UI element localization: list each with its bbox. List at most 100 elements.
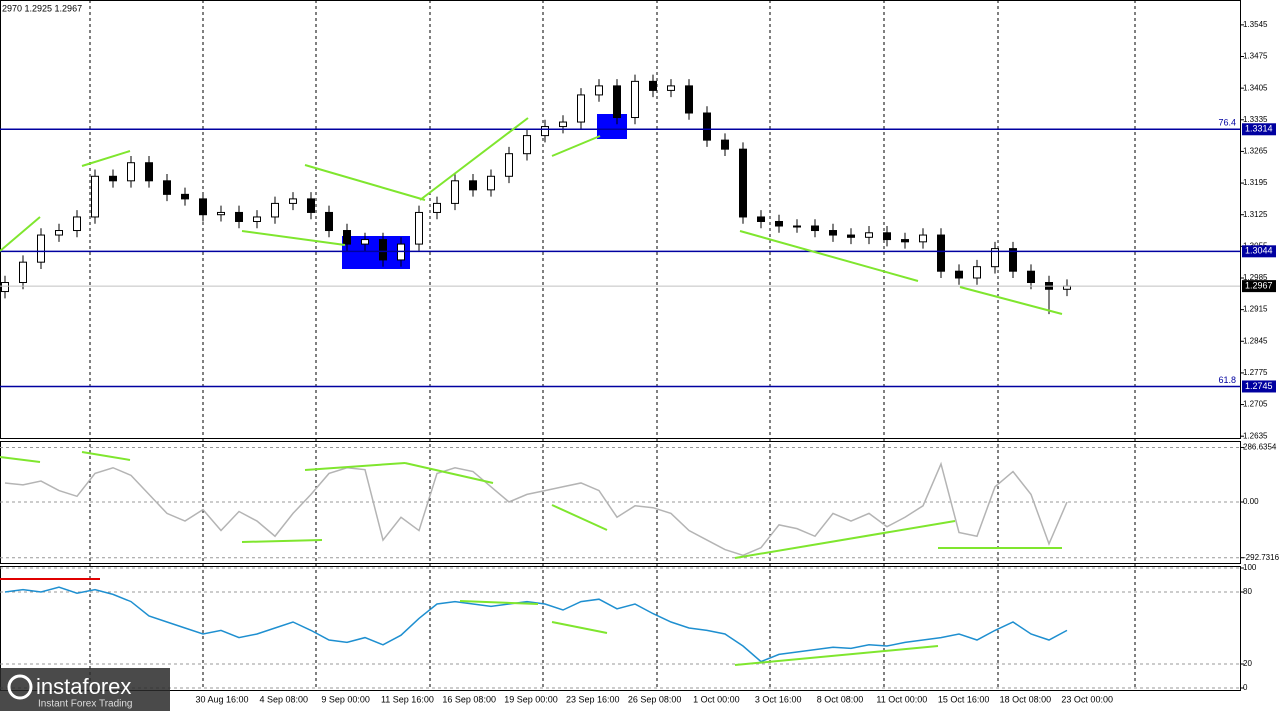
x-tick-label: 30 Aug 16:00 [195,694,248,704]
level-box [1242,380,1276,393]
y-tick-label: 1.2915 [1243,305,1268,314]
y-tick-label: 20 [1243,659,1252,668]
candle-body [721,139,729,150]
candle-body [649,80,657,91]
y-tick-label: 0 [1243,683,1248,692]
candle-body [19,261,27,284]
y-tick-label: 1.3475 [1243,52,1268,61]
y-tick-label: 1.3545 [1243,20,1268,29]
candle-body [181,193,189,200]
candle-body [739,148,747,218]
y-tick-label: 1.2775 [1243,368,1268,377]
x-tick-label: 26 Sep 08:00 [628,694,682,704]
candle-body [73,216,81,232]
candle-body [559,121,567,128]
x-tick-label: 18 Oct 08:00 [1000,694,1052,704]
x-tick-label: 23 Oct 00:00 [1061,694,1113,704]
x-tick-label: 8 Oct 08:00 [817,694,864,704]
y-tick-label: 1.3335 [1243,115,1268,124]
candle-body [55,230,63,236]
candle-body [991,248,999,268]
candle-body [523,135,531,155]
y-tick-label: 1.3265 [1243,147,1268,156]
y-tick-label: 1.2705 [1243,400,1268,409]
logo: instaforex Instant Forex Trading [0,668,170,711]
candle-body [289,198,297,204]
candle-body [1009,248,1017,272]
candle-body [703,112,711,141]
candle-body [253,216,261,222]
candle-body [127,162,135,182]
candle-body [379,239,387,261]
y-tick-label: -292.7316 [1243,553,1280,562]
candle-body [811,225,819,232]
candle-body [91,175,99,218]
y-tick-label: 1.2635 [1243,431,1268,440]
x-tick-label: 23 Sep 16:00 [566,694,620,704]
trend-lines [0,117,1063,666]
candle-body [901,239,909,243]
candle-body [487,175,495,191]
candle-body [937,234,945,272]
candle-body [577,94,585,123]
candle-body [613,85,621,119]
x-tick-label: 16 Sep 08:00 [442,694,496,704]
level-box [1242,245,1276,258]
candle-body [973,266,981,279]
y-tick-label: 80 [1243,587,1252,596]
candle-body [793,225,801,228]
candle-body [37,234,45,263]
candle-body [883,232,891,241]
level-label: 1.3314 [1245,124,1273,134]
candle-body [1,282,9,293]
candle-body [955,270,963,279]
candle-body [757,216,765,222]
candle-body [847,234,855,238]
fib-label: 61.8 [1218,375,1236,385]
plot: 30 Aug 16:00 4 Sep 08:00 9 Sep 00:00 11 Sep… [0,20,1280,704]
candle-body [631,80,639,119]
level-box [1242,123,1276,136]
y-tick-label: 1.2985 [1243,273,1268,282]
candle-body [109,175,117,182]
x-tick-label: 1 Oct 00:00 [693,694,740,704]
y-tick-label: 1.3195 [1243,178,1268,187]
y-tick-label: 286.6354 [1243,443,1277,452]
x-tick-label: 11 Sep 16:00 [381,694,434,704]
candle-body [325,211,333,232]
candle-body [199,198,207,216]
candle-body [595,85,603,96]
x-tick-label: 9 Sep 00:00 [321,694,370,704]
candle-body [361,239,369,245]
candle-body [415,211,423,245]
x-tick-label: 4 Sep 08:00 [260,694,309,704]
logo-subtitle: Instant Forex Trading [38,699,133,710]
last-price-box [1242,280,1276,293]
last-price-label: 1.2967 [1245,280,1273,290]
vertical-grid [89,0,1136,690]
y-tick-label: 1.3405 [1243,83,1268,92]
candle-body [163,180,171,195]
y-tick-label: 1.3125 [1243,210,1268,219]
candle-body [217,211,225,216]
level-label: 1.2745 [1245,381,1273,391]
x-tick-label: 19 Sep 00:00 [504,694,558,704]
candle-body [307,198,315,213]
candle-body [775,220,783,227]
candle-body [829,230,837,236]
candle-body [271,202,279,218]
candle-body [235,211,243,222]
candle-body [505,153,513,177]
y-tick-label: 1.2845 [1243,336,1268,345]
candle-body [145,162,153,182]
candle-body [1027,270,1035,284]
level-label: 1.3044 [1245,246,1273,256]
candle-body [433,202,441,213]
candle-body [667,85,675,91]
candle-body [865,232,873,238]
candle-body [685,85,693,114]
candle-body [919,234,927,243]
x-tick-label: 11 Oct 00:00 [876,694,927,704]
